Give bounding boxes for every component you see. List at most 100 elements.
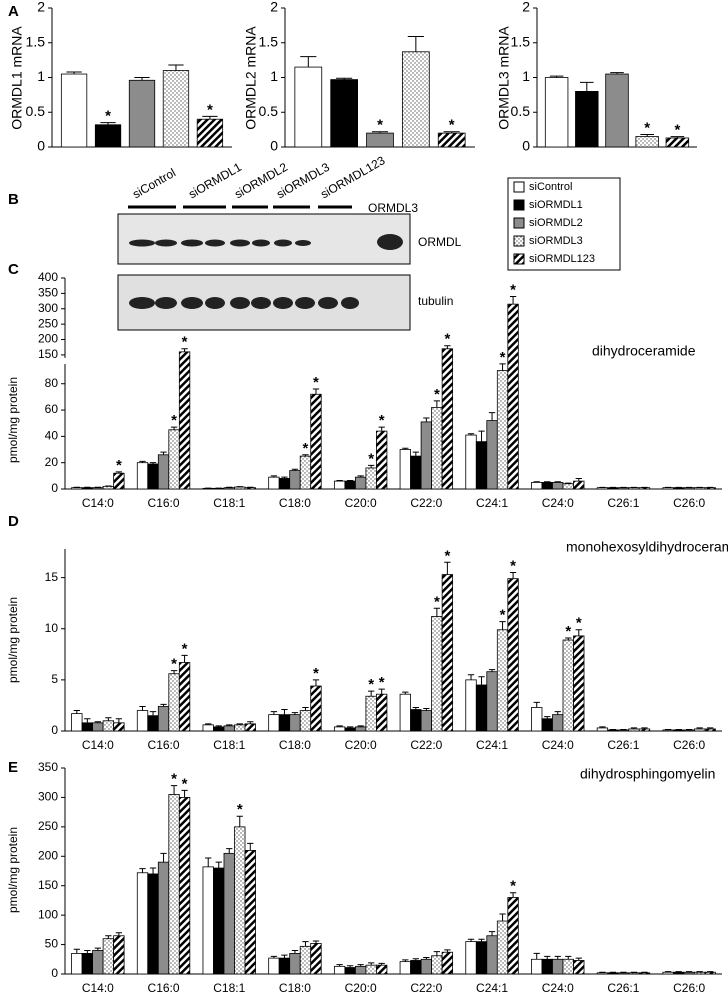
legend-label: siORMDL123 [529,253,595,265]
bar [694,728,706,732]
bar [544,77,569,148]
error-bar [499,363,506,371]
error-bar [664,728,672,730]
error-bar [580,81,594,92]
bar [113,722,125,732]
error-bar [357,964,364,967]
legend-swatch [513,199,525,211]
error-bar [115,718,123,723]
x-tick-label: C14:0 [82,981,114,995]
significance: * [368,450,374,467]
bar [268,957,280,975]
bar [431,616,443,732]
x-tick-label: C26:1 [607,981,639,995]
bar [244,723,256,732]
bar [431,407,443,490]
significance: * [500,349,506,366]
error-bar [336,725,343,727]
error-bar [66,71,82,75]
y-tick-label: 5 [51,672,58,686]
error-bar [149,711,157,716]
bar [310,942,322,975]
bar [562,958,574,975]
bar [366,132,394,148]
bar [628,972,640,975]
x-tick-label: C20:0 [345,496,377,510]
error-bar [433,400,441,408]
bar [223,487,235,490]
bar [475,684,488,732]
error-bar [160,703,167,707]
error-bar [291,949,299,954]
significance: * [500,607,506,624]
significance: * [182,775,188,792]
error-bar [139,868,146,873]
error-bar [281,709,288,715]
bar [507,303,519,490]
error-bar [73,710,80,714]
legend-label: siORMDL2 [529,217,583,229]
significance: * [182,334,188,351]
error-bar [226,848,233,854]
error-bar [554,481,561,483]
error-bar [478,676,485,685]
x-tick-label: C24:1 [476,738,508,752]
error-bar [100,122,116,125]
bar [596,727,609,732]
error-bar [281,476,288,479]
error-bar [170,426,178,430]
y-tick-label: 0.5 [26,103,46,119]
significance: * [565,623,571,640]
bar [638,972,651,975]
bar [507,578,519,732]
error-bar [554,955,561,960]
bar [128,79,156,148]
bar [552,482,564,490]
significance: * [237,801,243,818]
x-tick-label: C26:0 [673,496,705,510]
bar [486,420,498,490]
legend-label: siORMDL1 [529,199,583,211]
significance: * [313,374,319,391]
x-tick-label: C24:1 [476,981,508,995]
y-tick-label: 200 [38,848,58,862]
panel-label: A [8,3,19,20]
error-bar [575,629,582,636]
bar [102,938,115,975]
bar [607,729,619,732]
bands [129,234,403,309]
bar [136,710,149,732]
bar [202,866,214,975]
bar [402,51,430,148]
y-tick-label: 0.5 [259,103,279,119]
bar [223,725,235,732]
error-bar [181,789,188,798]
bar [496,629,509,732]
error-bar [149,867,157,874]
error-bar [433,951,441,956]
bar [344,727,356,732]
error-bar [139,460,146,463]
y-tick-label: 100 [38,907,58,921]
bar [410,709,422,732]
error-bar [160,451,167,455]
bar [92,722,104,732]
bar [607,972,619,975]
significance: * [303,440,309,457]
y-tick-label: 350 [38,286,58,300]
legend-label: siControl [529,181,572,193]
bar [81,487,93,490]
error-bar [641,727,648,729]
bar [704,971,716,975]
significance: * [379,412,385,429]
bar [365,695,377,732]
error-bar [675,728,682,730]
error-bar [181,348,188,352]
y-tick-label: 60 [45,402,59,416]
bar [475,941,488,975]
bar [573,960,585,975]
bar [268,714,280,732]
significance: * [434,386,440,403]
error-bar [610,72,624,75]
error-bar [402,959,409,962]
